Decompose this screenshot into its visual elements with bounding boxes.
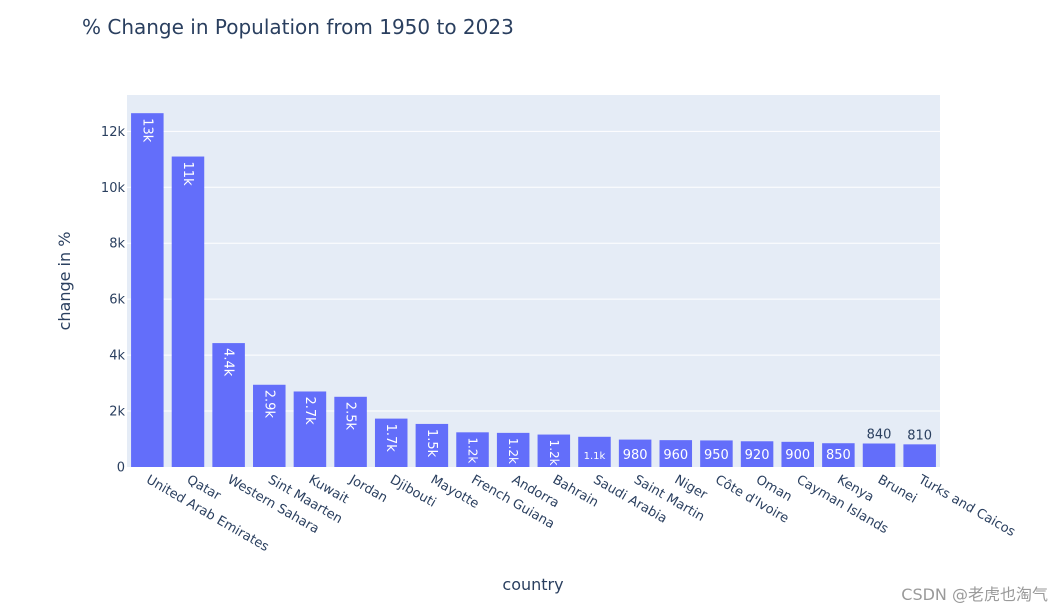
- bar-value-label: 1.2k: [466, 437, 480, 463]
- bar-value-label: 980: [623, 448, 648, 463]
- bar-value-label: 810: [907, 428, 932, 443]
- bar-value-label: 1.5k: [424, 429, 439, 458]
- bar-value-label: 1.1k: [584, 451, 606, 462]
- bar[interactable]: [618, 439, 652, 467]
- bar[interactable]: [781, 441, 814, 467]
- bar[interactable]: [293, 391, 327, 467]
- x-tick-label: Brunei: [875, 472, 919, 506]
- y-tick-label: 2k: [109, 405, 125, 420]
- bar-value-label: 850: [826, 448, 851, 463]
- y-tick-label: 4k: [109, 349, 125, 364]
- bar[interactable]: [659, 440, 693, 467]
- y-axis-ticks: 0 2k 4k 6k 8k 10k 12k: [101, 125, 126, 476]
- bar-value-label: 4.4k: [221, 348, 236, 377]
- y-tick-label: 12k: [101, 125, 126, 140]
- bar[interactable]: [253, 384, 286, 467]
- bar-value-label: 2.5k: [343, 402, 358, 431]
- bar-value-label: 1.2k: [547, 440, 561, 466]
- x-tick-label: Jordan: [346, 472, 390, 506]
- y-tick-label: 6k: [109, 293, 125, 308]
- bars: 13k 11k 4.4k 2.9k 2.7k 2.5k 1.7k 1.5k 1.2k 1.2k 1.…: [131, 113, 936, 468]
- bar[interactable]: [578, 436, 611, 467]
- bar[interactable]: [334, 396, 367, 467]
- bar-value-label: 2.9k: [261, 390, 276, 419]
- x-axis-title: country: [502, 575, 563, 594]
- bar[interactable]: [822, 443, 855, 467]
- x-tick-label: Djibouti: [387, 472, 438, 510]
- bar-value-label: 13k: [139, 118, 154, 143]
- bar-value-label: 920: [745, 448, 770, 463]
- bar[interactable]: [456, 432, 489, 467]
- y-tick-label: 8k: [109, 237, 125, 252]
- bar[interactable]: [212, 343, 245, 467]
- y-axis-title: change in %: [55, 232, 74, 331]
- watermark: CSDN @老虎也淘气: [901, 585, 1048, 604]
- bar-value-label: 11k: [180, 162, 195, 187]
- bar[interactable]: [374, 418, 408, 467]
- bar-value-label: 950: [704, 448, 729, 463]
- bar[interactable]: [131, 113, 164, 467]
- bar[interactable]: [171, 156, 205, 468]
- bar-value-label: 1.2k: [506, 438, 520, 464]
- y-tick-label: 10k: [101, 181, 126, 196]
- chart-title: % Change in Population from 1950 to 2023: [82, 15, 514, 39]
- bar[interactable]: [740, 441, 774, 467]
- bar[interactable]: [537, 434, 571, 467]
- bar[interactable]: [862, 443, 896, 467]
- x-tick-label: Turks and Caicos: [915, 472, 1018, 540]
- bar-value-label: 840: [867, 428, 892, 443]
- bar-value-label: 900: [785, 448, 810, 463]
- bar[interactable]: [496, 432, 530, 467]
- bar-value-label: 960: [663, 448, 688, 463]
- bar[interactable]: [903, 444, 936, 467]
- bar[interactable]: [700, 440, 733, 467]
- y-tick-label: 0: [117, 461, 125, 476]
- bar-value-label: 2.7k: [302, 396, 317, 425]
- bar-value-label: 1.7k: [383, 424, 398, 453]
- bar[interactable]: [415, 423, 449, 467]
